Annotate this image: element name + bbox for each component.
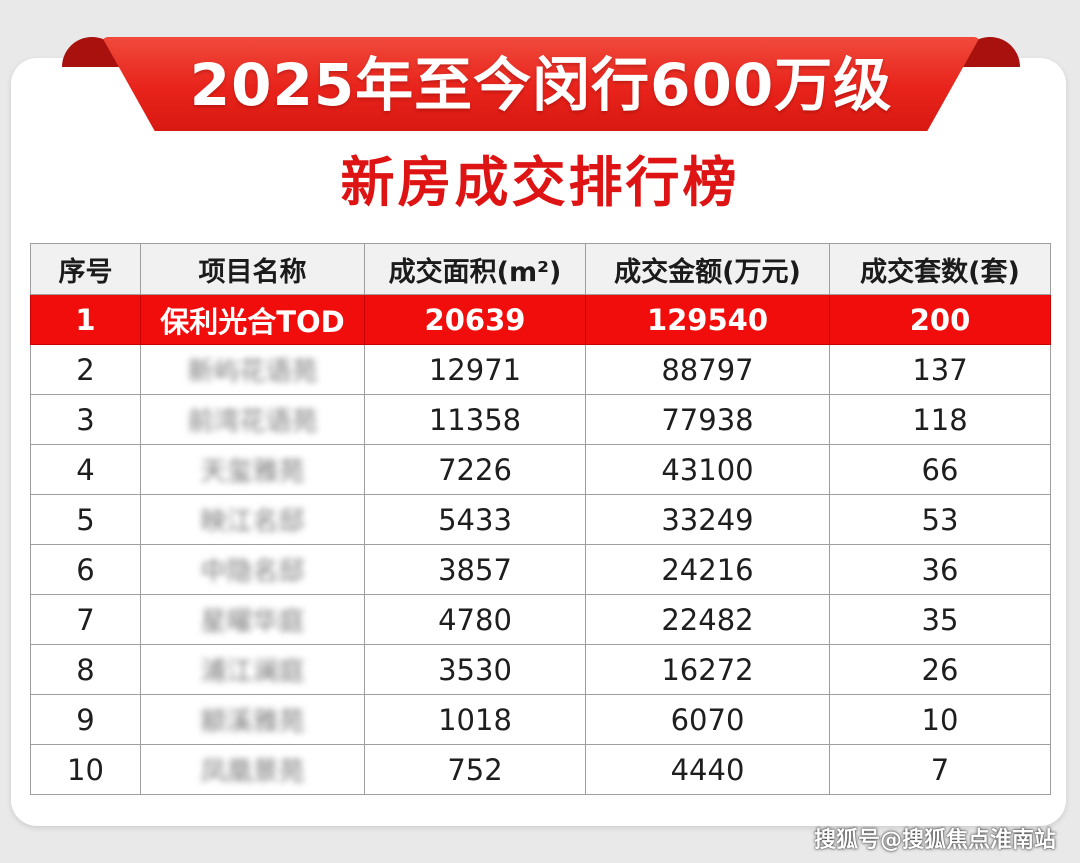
cell-units: 66	[829, 444, 1051, 495]
cell-rank: 9	[30, 694, 141, 745]
cell-units: 53	[829, 494, 1051, 545]
table-row: 2 新屿花语苑 12971 88797 137	[30, 344, 1051, 395]
cell-amount: 43100	[585, 444, 830, 495]
header-rank: 序号	[30, 243, 141, 295]
cell-project-name: 中隐名邸	[140, 544, 365, 595]
cell-project-name: 浦江澜庭	[140, 644, 365, 695]
table-row: 6 中隐名邸 3857 24216 36	[30, 544, 1051, 595]
ranking-table: 序号 项目名称 成交面积(m²) 成交金额(万元) 成交套数(套) 1 保利光合…	[30, 243, 1051, 795]
title-banner: 2025年至今闵行600万级	[62, 37, 1020, 133]
cell-units: 200	[829, 294, 1051, 345]
cell-amount: 22482	[585, 594, 830, 645]
table-row: 7 星曜华庭 4780 22482 35	[30, 594, 1051, 645]
cell-project-name: 凤凰景苑	[140, 744, 365, 795]
banner-shape	[102, 37, 980, 131]
cell-rank: 10	[30, 744, 141, 795]
table-row: 4 天玺雅苑 7226 43100 66	[30, 444, 1051, 495]
cell-amount: 77938	[585, 394, 830, 445]
cell-project-name: 星曜华庭	[140, 594, 365, 645]
cell-area: 7226	[364, 444, 586, 495]
cell-amount: 24216	[585, 544, 830, 595]
cell-area: 12971	[364, 344, 586, 395]
cell-units: 118	[829, 394, 1051, 445]
cell-amount: 4440	[585, 744, 830, 795]
cell-project-name: 映江名邸	[140, 494, 365, 545]
blurred-project-name: 凤凰景苑	[200, 757, 305, 787]
blurred-project-name: 天玺雅苑	[200, 457, 305, 487]
blurred-project-name: 新屿花语苑	[187, 357, 318, 387]
table-row: 5 映江名邸 5433 33249 53	[30, 494, 1051, 545]
cell-project-name: 新屿花语苑	[140, 344, 365, 395]
cell-rank: 5	[30, 494, 141, 545]
cell-units: 26	[829, 644, 1051, 695]
cell-area: 5433	[364, 494, 586, 545]
cell-rank: 8	[30, 644, 141, 695]
blurred-project-name: 前湾花语苑	[187, 407, 318, 437]
cell-rank: 7	[30, 594, 141, 645]
cell-project-name: 保利光合TOD	[140, 294, 365, 345]
blurred-project-name: 星曜华庭	[200, 607, 305, 637]
cell-amount: 33249	[585, 494, 830, 545]
cell-area: 20639	[364, 294, 586, 345]
table-row: 10 凤凰景苑 752 4440 7	[30, 744, 1051, 795]
cell-units: 35	[829, 594, 1051, 645]
cell-units: 7	[829, 744, 1051, 795]
blurred-project-name: 浦江澜庭	[200, 657, 305, 687]
cell-amount: 16272	[585, 644, 830, 695]
cell-units: 36	[829, 544, 1051, 595]
cell-amount: 88797	[585, 344, 830, 395]
cell-rank: 2	[30, 344, 141, 395]
cell-project-name: 前湾花语苑	[140, 394, 365, 445]
cell-area: 3857	[364, 544, 586, 595]
cell-rank: 4	[30, 444, 141, 495]
table-row: 9 颛溪雅苑 1018 6070 10	[30, 694, 1051, 745]
header-units: 成交套数(套)	[829, 243, 1051, 295]
table-row: 1 保利光合TOD 20639 129540 200	[30, 294, 1051, 345]
cell-units: 10	[829, 694, 1051, 745]
cell-area: 1018	[364, 694, 586, 745]
table-row: 3 前湾花语苑 11358 77938 118	[30, 394, 1051, 445]
cell-rank: 6	[30, 544, 141, 595]
cell-area: 4780	[364, 594, 586, 645]
page-subtitle: 新房成交排行榜	[340, 151, 740, 214]
cell-project-name: 颛溪雅苑	[140, 694, 365, 745]
table-header-row: 序号 项目名称 成交面积(m²) 成交金额(万元) 成交套数(套)	[30, 243, 1051, 295]
cell-rank: 1	[30, 294, 141, 345]
watermark-text: 搜狐号@搜狐焦点淮南站	[813, 828, 1056, 853]
table-row: 8 浦江澜庭 3530 16272 26	[30, 644, 1051, 695]
cell-area: 3530	[364, 644, 586, 695]
header-project-name: 项目名称	[140, 243, 365, 295]
cell-rank: 3	[30, 394, 141, 445]
blurred-project-name: 中隐名邸	[200, 557, 305, 587]
cell-units: 137	[829, 344, 1051, 395]
cell-amount: 6070	[585, 694, 830, 745]
cell-project-name: 天玺雅苑	[140, 444, 365, 495]
blurred-project-name: 颛溪雅苑	[200, 707, 305, 737]
cell-area: 752	[364, 744, 586, 795]
cell-amount: 129540	[585, 294, 830, 345]
banner-title: 2025年至今闵行600万级	[189, 51, 893, 119]
header-amount: 成交金额(万元)	[585, 243, 830, 295]
blurred-project-name: 映江名邸	[200, 507, 305, 537]
header-area: 成交面积(m²)	[364, 243, 586, 295]
cell-area: 11358	[364, 394, 586, 445]
